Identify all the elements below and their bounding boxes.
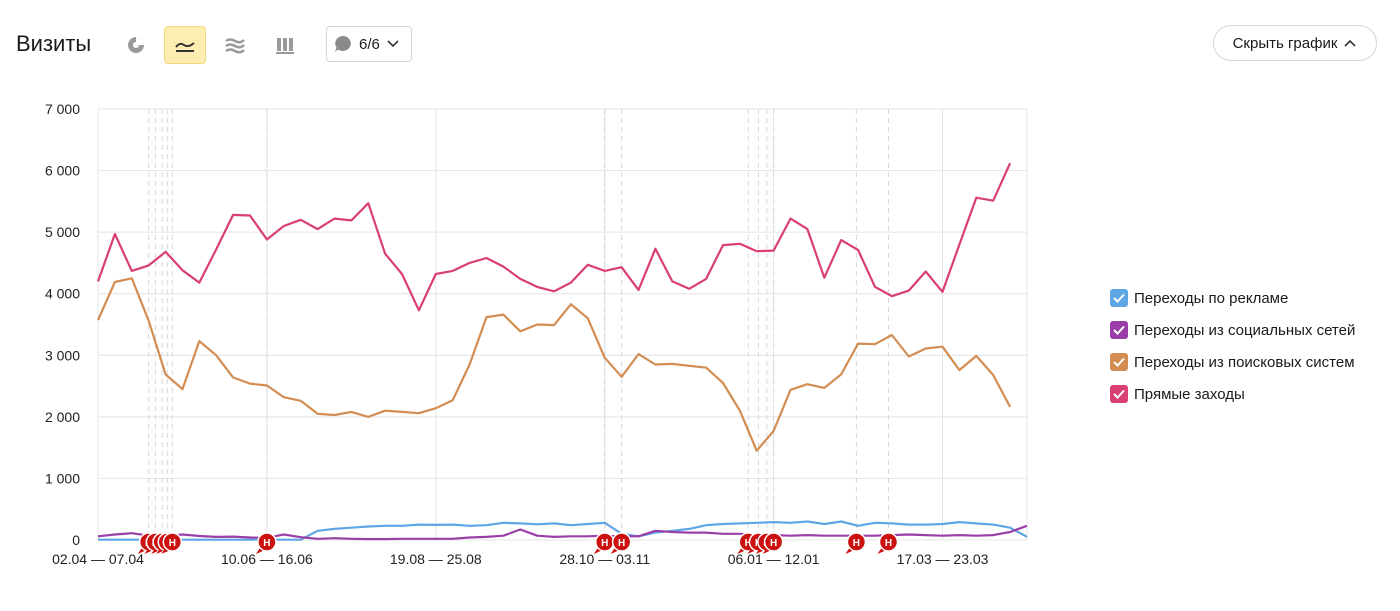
- line-mode-button[interactable]: [164, 26, 206, 64]
- chart-legend: Переходы по рекламе Переходы из социальн…: [1110, 282, 1355, 410]
- x-tick-label: 02.04 — 07.04: [52, 551, 144, 567]
- note-bubble: [162, 532, 183, 552]
- note-letter: Н: [169, 538, 176, 549]
- y-tick-label: 5 000: [45, 224, 80, 240]
- y-tick-label: 4 000: [45, 286, 80, 302]
- comment-icon: [335, 36, 351, 52]
- chart-series: [96, 162, 1028, 541]
- note-marker[interactable]: Н: [255, 532, 277, 554]
- chart-grid: [97, 108, 1028, 541]
- note-marker[interactable]: Н: [762, 532, 784, 554]
- series-line-social: [97, 524, 1028, 541]
- note-letter: Н: [770, 538, 777, 549]
- note-marker[interactable]: Н: [610, 532, 632, 554]
- checkmark-icon: [1113, 389, 1125, 399]
- legend-checkbox-direct[interactable]: [1110, 385, 1128, 403]
- area-chart-icon: [225, 38, 245, 54]
- note-bubble: [846, 532, 867, 552]
- note-letter: Н: [745, 538, 752, 549]
- stacked-bar-icon: [276, 38, 294, 54]
- legend-checkbox-search[interactable]: [1110, 353, 1128, 371]
- note-letter: Н: [885, 538, 892, 549]
- x-tick-label: 06.01 — 12.01: [728, 551, 820, 567]
- line-chart: 0 1 000 2 000 3 000 4 000 5 000 6 000 7 000 02.…: [45, 101, 1028, 567]
- legend-item-direct[interactable]: Прямые заходы: [1110, 378, 1355, 410]
- legend-label-search: Переходы из поисковых систем: [1134, 353, 1355, 371]
- pie-chart-icon: [128, 37, 144, 53]
- y-axis: 0 1 000 2 000 3 000 4 000 5 000 6 000 7 000: [45, 101, 80, 548]
- legend-checkbox-social[interactable]: [1110, 321, 1128, 339]
- hide-chart-label: Скрыть график: [1232, 34, 1338, 52]
- note-letter: Н: [263, 538, 270, 549]
- pie-mode-button[interactable]: [115, 26, 157, 64]
- y-tick-label: 0: [72, 532, 80, 548]
- note-letter: Н: [853, 538, 860, 549]
- note-bubble: [257, 532, 277, 552]
- note-bubble: [878, 532, 899, 552]
- notes-count: 6/6: [359, 35, 380, 53]
- y-tick-label: 3 000: [45, 347, 80, 363]
- legend-label-social: Переходы из социальных сетей: [1134, 321, 1356, 339]
- note-marker[interactable]: Н: [161, 532, 183, 554]
- series-line-ads: [98, 520, 1028, 541]
- checkmark-icon: [1113, 357, 1125, 367]
- legend-label-ads: Переходы по рекламе: [1134, 289, 1289, 307]
- note-markers: НННННННННННННН: [137, 532, 899, 554]
- legend-item-social[interactable]: Переходы из социальных сетей: [1110, 314, 1355, 346]
- chart-title: Визиты: [16, 31, 92, 56]
- stacked-bar-mode-button[interactable]: [264, 26, 306, 64]
- y-tick-label: 7 000: [45, 101, 80, 117]
- y-tick-label: 1 000: [45, 470, 80, 486]
- notes-dropdown[interactable]: 6/6: [326, 26, 412, 62]
- note-marker[interactable]: Н: [593, 532, 615, 554]
- legend-item-ads[interactable]: Переходы по рекламе: [1110, 282, 1355, 314]
- x-axis: 02.04 — 07.04 10.06 — 16.06 19.08 — 25.08 2…: [52, 551, 989, 567]
- note-marker[interactable]: Н: [845, 532, 867, 554]
- checkmark-icon: [1113, 325, 1125, 335]
- chevron-up-icon: [1344, 39, 1356, 47]
- x-tick-label: 10.06 — 16.06: [221, 551, 313, 567]
- checkmark-icon: [1113, 293, 1125, 303]
- x-tick-label: 28.10 — 03.11: [559, 551, 650, 567]
- line-chart-icon: [175, 42, 195, 52]
- series-line-direct: [96, 162, 1012, 312]
- note-bubble: [611, 532, 632, 552]
- legend-label-direct: Прямые заходы: [1134, 385, 1245, 403]
- x-tick-label: 19.08 — 25.08: [390, 551, 482, 567]
- y-tick-label: 6 000: [45, 163, 80, 179]
- note-letter: Н: [618, 538, 625, 549]
- note-marker[interactable]: Н: [877, 532, 899, 554]
- note-bubble: [763, 532, 784, 552]
- legend-checkbox-ads[interactable]: [1110, 289, 1128, 307]
- legend-item-search[interactable]: Переходы из поисковых систем: [1110, 346, 1355, 378]
- area-mode-button[interactable]: [214, 26, 256, 64]
- note-letter: Н: [601, 538, 608, 549]
- y-tick-label: 2 000: [45, 409, 80, 425]
- x-tick-label: 17.03 — 23.03: [897, 551, 989, 567]
- chevron-down-icon: [387, 40, 399, 48]
- series-line-search: [96, 277, 1012, 452]
- hide-chart-button[interactable]: Скрыть график: [1213, 25, 1377, 61]
